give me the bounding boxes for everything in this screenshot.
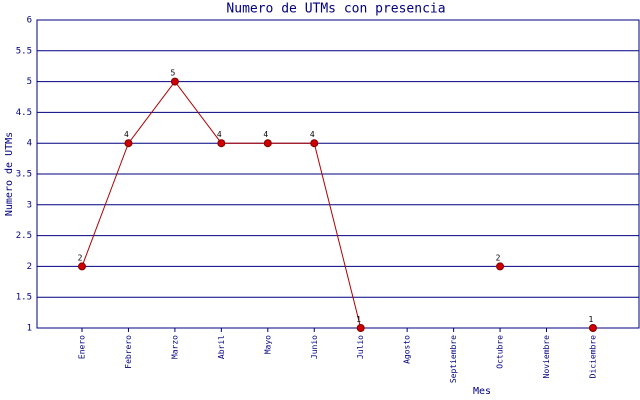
chart-title: Numero de UTMs con presencia <box>226 2 445 17</box>
x-tick-label: Mayo <box>263 335 272 354</box>
data-label: 4 <box>263 130 268 139</box>
x-tick-label: Diciembre <box>588 335 597 379</box>
x-tick-label: Agosto <box>403 335 412 364</box>
x-tick-label: Septiembre <box>449 335 458 383</box>
marker <box>356 324 365 332</box>
y-tick-label: 4 <box>27 139 32 149</box>
data-label: 4 <box>310 130 315 139</box>
data-label: 2 <box>496 253 501 262</box>
x-tick-label: Junio <box>310 335 319 359</box>
x-tick-label: Noviembre <box>542 335 551 379</box>
data-label: 4 <box>124 130 129 139</box>
x-axis-label: Mes <box>473 386 491 397</box>
x-tick-label: Julio <box>356 335 365 359</box>
plot-frame <box>36 19 640 329</box>
y-tick-label: 6 <box>27 16 32 26</box>
y-axis-label: Numero de UTMs <box>4 132 15 216</box>
marker <box>170 77 179 86</box>
y-tick-label: 5.5 <box>16 46 32 56</box>
x-tick-label: Abril <box>217 335 226 359</box>
y-tick-label: 2 <box>27 262 32 272</box>
y-tick-label: 2.5 <box>16 231 32 241</box>
y-tick-label: 4.5 <box>16 108 32 118</box>
marker <box>588 324 597 332</box>
y-tick-label: 3 <box>27 200 32 210</box>
y-tick-label: 1 <box>27 324 32 334</box>
data-label: 5 <box>170 69 175 78</box>
y-tick-label: 5 <box>27 77 32 87</box>
marker <box>124 139 133 148</box>
marker <box>496 262 505 271</box>
x-tick-label: Marzo <box>170 335 179 359</box>
x-tick-label: Enero <box>78 335 87 359</box>
x-tick-label: Febrero <box>124 335 133 369</box>
marker <box>263 139 272 148</box>
y-tick-label: 3.5 <box>16 170 32 180</box>
x-tick-label: Octubre <box>496 335 505 369</box>
data-label: 1 <box>589 315 594 324</box>
marker <box>78 262 86 271</box>
marker <box>310 139 319 148</box>
y-tick-label: 1.5 <box>16 293 32 303</box>
data-label: 1 <box>356 315 361 324</box>
data-label: 2 <box>78 253 83 262</box>
marker <box>217 139 226 148</box>
data-label: 4 <box>217 130 222 139</box>
